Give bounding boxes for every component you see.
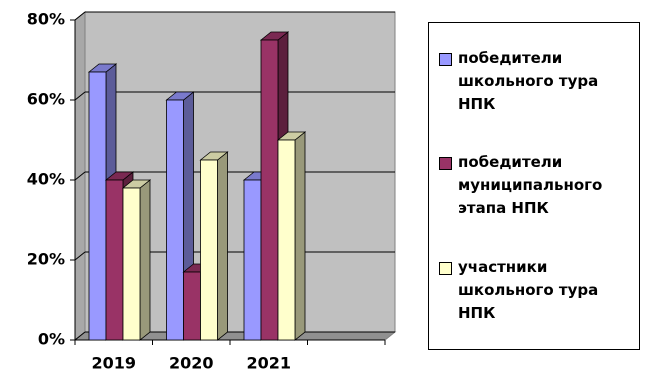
x-tick-label: 2019 bbox=[91, 354, 136, 373]
bar-side bbox=[294, 131, 306, 341]
bar bbox=[88, 71, 107, 341]
bar bbox=[243, 179, 262, 341]
grid-line bbox=[74, 11, 86, 21]
bar bbox=[105, 179, 124, 341]
y-tick-label: 40% bbox=[27, 170, 65, 189]
bar bbox=[122, 187, 141, 341]
bar bbox=[166, 99, 184, 341]
x-tick-label: 2020 bbox=[169, 354, 214, 373]
legend-label: участники школьного тура НПК bbox=[458, 258, 599, 323]
grid-line bbox=[74, 91, 86, 101]
x-tick-label: 2021 bbox=[246, 354, 291, 373]
legend-entry: победители муниципального этапа НПК bbox=[439, 151, 635, 220]
legend-swatch bbox=[439, 262, 452, 276]
bar bbox=[183, 271, 201, 341]
legend-entry: участники школьного тура НПК bbox=[439, 256, 635, 325]
y-tick-label: 20% bbox=[27, 250, 65, 269]
legend-label: победители муниципального этапа НПК bbox=[458, 153, 603, 218]
grid-line bbox=[74, 171, 86, 181]
legend-label: победители школьного тура НПК bbox=[458, 48, 599, 113]
y-tick-label: 80% bbox=[27, 10, 65, 29]
grid-line bbox=[74, 251, 86, 261]
bar bbox=[200, 159, 218, 341]
bar-side bbox=[217, 151, 228, 341]
legend-entry: победители школьного тура НПК bbox=[439, 47, 635, 116]
chart: 0% 20% 40% 60% 80% 2019 2020 2021 bbox=[27, 10, 397, 373]
legend: победители школьного тура НПК победители … bbox=[428, 22, 640, 350]
legend-swatch bbox=[439, 52, 452, 66]
bar bbox=[277, 139, 296, 341]
bar bbox=[260, 39, 279, 341]
legend-swatch bbox=[439, 157, 452, 171]
bar-side bbox=[139, 179, 151, 341]
grid-line bbox=[74, 331, 86, 341]
y-tick-label: 0% bbox=[38, 330, 65, 349]
y-tick-label: 60% bbox=[27, 90, 65, 109]
